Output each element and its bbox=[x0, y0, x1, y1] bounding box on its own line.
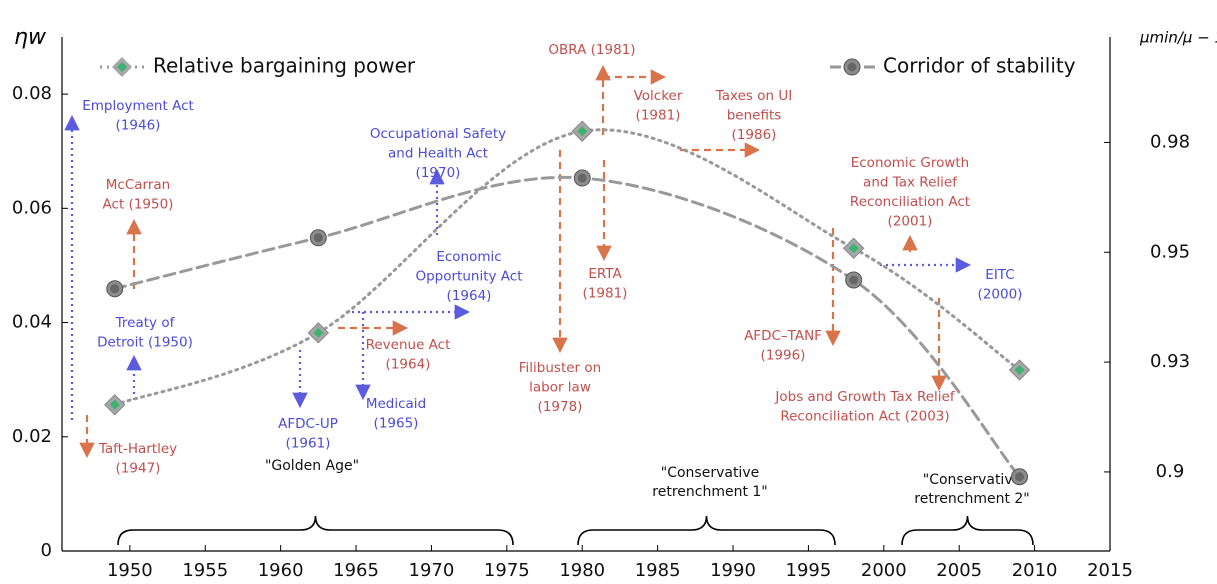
annotation: (1996) bbox=[761, 348, 806, 364]
annotation: (1970) bbox=[416, 165, 461, 181]
annotation: Act (1950) bbox=[103, 197, 174, 213]
annotation: (2000) bbox=[978, 287, 1023, 303]
y-label: ηw bbox=[14, 25, 47, 50]
x-tick-label: 1950 bbox=[107, 560, 153, 581]
annotation: Taxes on UI bbox=[715, 88, 792, 104]
point-marker-inner bbox=[849, 275, 859, 285]
point-marker-inner bbox=[577, 173, 587, 183]
legend-marker bbox=[847, 62, 857, 72]
x-tick-label: 1960 bbox=[258, 560, 304, 581]
period-brace bbox=[901, 515, 1034, 546]
annotation: OBRA (1981) bbox=[548, 42, 635, 58]
annotation: labor law bbox=[529, 380, 591, 396]
y2-tick-label: 0.98 bbox=[1150, 131, 1190, 152]
y2-label: μmin/μ − 1 bbox=[1139, 29, 1217, 47]
annotation: (1981) bbox=[583, 286, 628, 302]
annotation: (1947) bbox=[116, 461, 161, 477]
annotation: Taft-Hartley bbox=[98, 441, 177, 457]
period-label: retrenchment 1" bbox=[652, 484, 767, 500]
annotation: Reconciliation Act (2003) bbox=[780, 409, 949, 425]
annotation: (1986) bbox=[732, 127, 777, 143]
y2-tick-label: 0.9 bbox=[1156, 461, 1185, 482]
point-marker-inner bbox=[313, 327, 324, 338]
point-marker-inner bbox=[848, 243, 859, 254]
legend-marker bbox=[117, 62, 127, 72]
y2-tick-label: 0.95 bbox=[1150, 241, 1190, 262]
annotation: (1981) bbox=[636, 108, 681, 124]
annotation: Economic bbox=[436, 249, 501, 265]
annotation: (1965) bbox=[374, 416, 419, 432]
annotation: benefits bbox=[727, 108, 782, 124]
point-marker-inner bbox=[1015, 472, 1025, 482]
x-tick-label: 1995 bbox=[786, 560, 832, 581]
y-tick-label: 0.08 bbox=[12, 83, 52, 104]
period-brace bbox=[577, 515, 836, 546]
x-tick-label: 1970 bbox=[409, 560, 455, 581]
annotation: Medicaid bbox=[366, 396, 426, 412]
x-tick-label: 1955 bbox=[182, 560, 228, 581]
annotation: Filibuster on bbox=[519, 360, 601, 376]
x-tick-label: 2015 bbox=[1087, 560, 1133, 581]
x-tick-label: 1965 bbox=[333, 560, 379, 581]
annotation: AFDC-UP bbox=[278, 416, 338, 432]
period-label: retrenchment 2" bbox=[914, 491, 1029, 507]
x-tick-label: 2005 bbox=[936, 560, 982, 581]
x-tick-label: 1985 bbox=[635, 560, 681, 581]
annotation: and Health Act bbox=[388, 146, 488, 162]
point-marker-inner bbox=[110, 284, 120, 294]
y-tick-label: 0.06 bbox=[12, 197, 52, 218]
annotation: (1961) bbox=[286, 436, 331, 452]
annotation: (2001) bbox=[888, 214, 933, 230]
annotation: ERTA bbox=[588, 266, 622, 282]
annotation: (1964) bbox=[447, 288, 492, 304]
annotation: (1964) bbox=[386, 357, 431, 373]
legend-label: Corridor of stability bbox=[883, 54, 1076, 78]
annotation: Revenue Act bbox=[366, 337, 451, 353]
series-line bbox=[113, 175, 1022, 479]
x-tick-label: 1990 bbox=[710, 560, 756, 581]
annotation: (1978) bbox=[538, 399, 583, 415]
point-marker-inner bbox=[313, 233, 323, 243]
annotation: EITC bbox=[985, 267, 1014, 283]
y-tick-label: 0.04 bbox=[12, 312, 52, 333]
x-tick-label: 1975 bbox=[484, 560, 530, 581]
annotation: Jobs and Growth Tax Relief bbox=[774, 389, 955, 405]
x-tick-label: 1980 bbox=[559, 560, 605, 581]
y-tick-label: 0 bbox=[41, 540, 52, 561]
period-label: "Conservative bbox=[661, 465, 759, 481]
annotation: Reconciliation Act bbox=[850, 194, 970, 210]
annotation: Employment Act bbox=[82, 98, 194, 114]
annotation: AFDC–TANF bbox=[744, 328, 822, 344]
period-brace bbox=[117, 515, 514, 546]
y2-tick-label: 0.93 bbox=[1150, 351, 1190, 372]
annotation: Occupational Safety bbox=[370, 126, 506, 142]
x-tick-label: 2000 bbox=[861, 560, 907, 581]
period-label: "Golden Age" bbox=[265, 458, 359, 474]
annotation: Detroit (1950) bbox=[97, 335, 193, 351]
annotation: McCarran bbox=[106, 177, 170, 193]
annotation: Opportunity Act bbox=[415, 269, 522, 285]
annotation: Treaty of bbox=[115, 315, 176, 331]
point-marker-inner bbox=[1014, 364, 1025, 375]
legend-label: Relative bargaining power bbox=[153, 54, 416, 78]
point-marker-inner bbox=[109, 399, 120, 410]
period-label: "Conservative bbox=[923, 472, 1021, 488]
y-tick-label: 0.02 bbox=[12, 426, 52, 447]
annotation: Volcker bbox=[634, 88, 683, 104]
x-tick-label: 2010 bbox=[1012, 560, 1058, 581]
annotation: and Tax Relief bbox=[863, 175, 958, 191]
annotation: (1946) bbox=[116, 118, 161, 134]
annotation: Economic Growth bbox=[851, 155, 970, 171]
point-marker-inner bbox=[577, 126, 588, 137]
